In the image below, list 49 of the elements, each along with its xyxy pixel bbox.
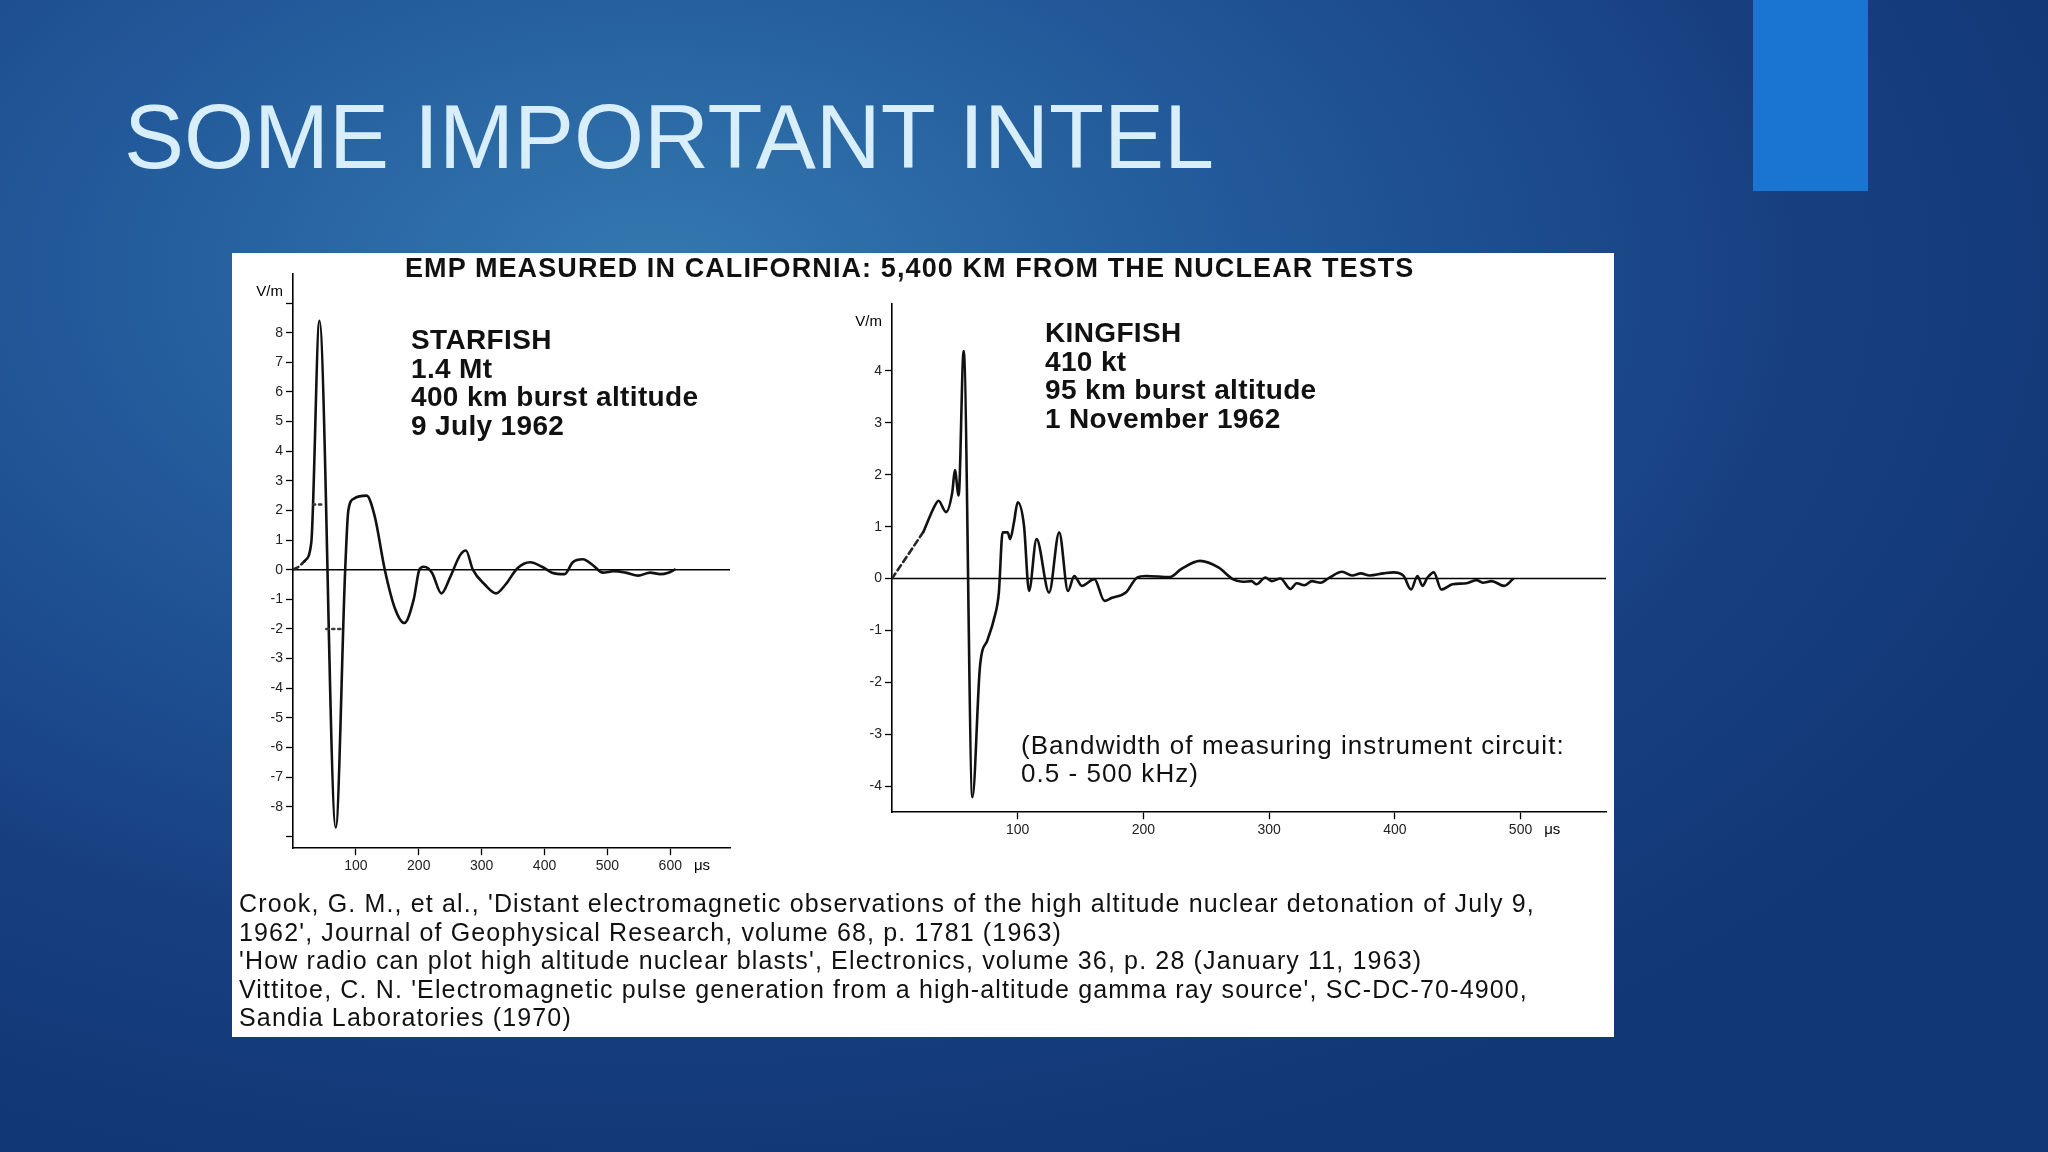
y-tick-label: -2	[270, 619, 284, 636]
x-tick-label: 100	[344, 857, 368, 874]
y-tick-label: -8	[270, 797, 284, 814]
x-tick-label: 200	[407, 857, 431, 874]
y-tick-label: -4	[869, 777, 883, 794]
y-tick-label: 6	[275, 382, 284, 399]
chart-title: SOME IMPORTANT INTEL	[124, 87, 1215, 187]
y-tick-label: -3	[869, 725, 883, 742]
y-axis-title: V/m	[855, 311, 882, 329]
text: 'How radio can plot high altitude nuclear blasts', Electronics, volume 36, p. 28 (January 11, 1963)	[239, 946, 1424, 975]
y-tick-label: -6	[270, 738, 284, 755]
y-tick-label: 2	[874, 465, 883, 482]
y-tick-label: -2	[869, 673, 883, 690]
annotation: STARFISH 1.4 Mt 400 km burst altitude 9 July 1962	[411, 324, 699, 442]
y-tick-label: 1	[275, 530, 284, 547]
y-tick-label: 7	[275, 353, 284, 370]
x-axis-title: μs	[693, 856, 711, 874]
text: Vittitoe, C. N. 'Electromagnetic pulse generation from a high-altitude gamma ray source', SC-DC-70-4900, Sandia Laboratories (1970)	[239, 974, 1529, 1032]
x-tick-label: 300	[469, 857, 494, 874]
annotation: (Bandwidth of measuring instrument circuit: 0.5 - 500 kHz)	[1021, 730, 1565, 788]
x-tick-label: 400	[532, 857, 557, 874]
y-tick-label: 4	[275, 442, 284, 459]
x-tick-label: 500	[595, 857, 620, 874]
y-tick-label: 3	[275, 471, 284, 488]
x-tick-label: 500	[1508, 821, 1533, 838]
text: EMP MEASURED IN CALIFORNIA: 5,400 KM FROM THE NUCLEAR TESTS	[405, 253, 1415, 283]
y-tick-label: 8	[275, 323, 284, 340]
y-tick-label: 4	[874, 361, 883, 378]
x-axis-title: μs	[1544, 820, 1561, 838]
y-tick-label: 0	[275, 560, 284, 577]
y-tick-label: 2	[275, 501, 284, 518]
y-tick-label: 5	[275, 412, 284, 429]
y-tick-label: -3	[270, 649, 284, 666]
y-tick-label: 3	[874, 413, 883, 430]
y-tick-label: -1	[270, 590, 284, 607]
x-tick-label: 400	[1383, 821, 1407, 838]
x-tick-label: 100	[1006, 821, 1030, 838]
y-tick-label: -7	[270, 767, 284, 784]
x-tick-label: 600	[658, 857, 683, 874]
annotation: KINGFISH 410 kt 95 km burst altitude 1 November 1962	[1045, 317, 1317, 435]
y-tick-label: 0	[874, 569, 883, 586]
y-axis-title: V/m	[256, 281, 283, 299]
text: Crook, G. M., et al., 'Distant electromagnetic observations of the high altitude nuclear detonation of July 9, 1962', Journal of Geophysical Research, volume 68, p. 1781 (1963)	[239, 889, 1536, 947]
x-tick-label: 300	[1257, 821, 1282, 838]
y-tick-label: -4	[270, 679, 284, 696]
x-tick-label: 200	[1131, 821, 1156, 838]
y-tick-label: -1	[869, 621, 883, 638]
y-tick-label: -5	[270, 708, 284, 725]
y-tick-label: 1	[874, 517, 883, 534]
